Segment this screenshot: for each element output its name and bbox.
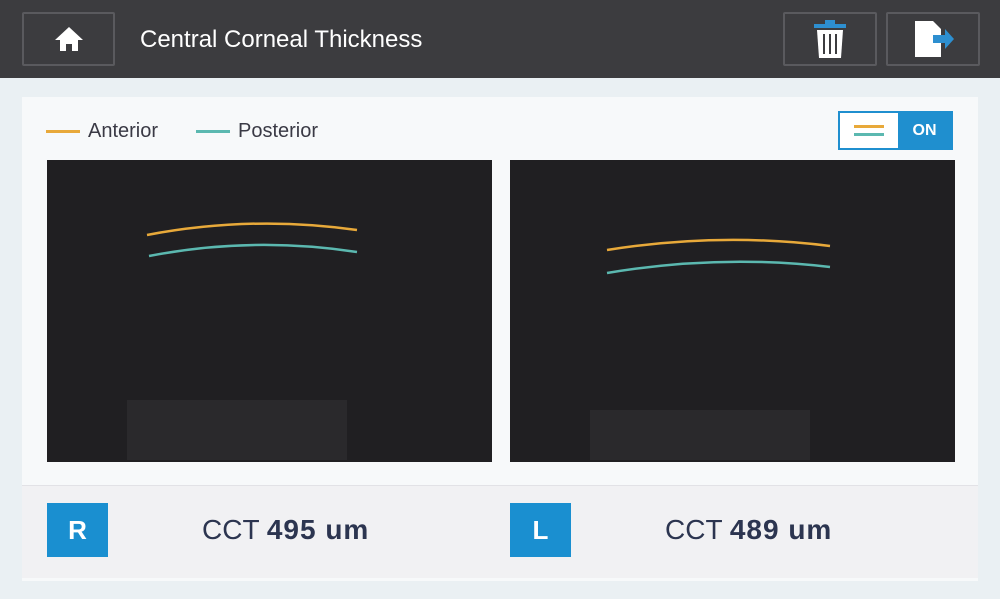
home-button[interactable] bbox=[22, 12, 115, 66]
delete-button[interactable] bbox=[783, 12, 877, 66]
title: Central Corneal Thickness bbox=[140, 26, 423, 53]
export-icon bbox=[915, 21, 954, 57]
cct-result: CCT 495 um bbox=[202, 514, 369, 546]
cct-label: CCT bbox=[202, 514, 260, 545]
result-bar bbox=[22, 485, 978, 578]
scan-image-right bbox=[47, 160, 492, 462]
home-icon bbox=[54, 27, 83, 51]
toggle-state: ON bbox=[912, 121, 937, 139]
eye-badge: L bbox=[510, 503, 571, 557]
scan-image-left bbox=[510, 160, 955, 462]
toggle-knob bbox=[840, 113, 898, 148]
cct-label: CCT bbox=[665, 514, 723, 545]
export-button[interactable] bbox=[886, 12, 980, 66]
cct-value: 495 um bbox=[266, 514, 370, 545]
trash-icon bbox=[814, 20, 846, 58]
cct-value: 489 um bbox=[729, 514, 833, 545]
legend-item: Anterior bbox=[46, 120, 158, 143]
cct-result: CCT 489 um bbox=[665, 514, 832, 546]
overlay-toggle[interactable]: ON bbox=[838, 111, 953, 150]
legend-label: Posterior bbox=[238, 120, 319, 142]
legend-label: Anterior bbox=[88, 120, 159, 142]
legend-item: Posterior bbox=[196, 120, 318, 143]
eye-badge: R bbox=[47, 503, 108, 557]
header: Central Corneal Thickness bbox=[0, 0, 1000, 78]
